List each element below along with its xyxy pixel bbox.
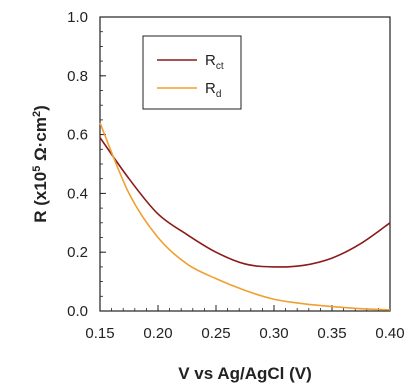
x-axis-title: V vs Ag/AgCl (V) xyxy=(178,364,312,383)
y-axis-title-suffix: ) xyxy=(31,105,50,111)
series-line-Rct xyxy=(99,137,391,268)
legend-box xyxy=(142,35,242,110)
x-tick-label: 0.35 xyxy=(317,325,346,342)
y-axis-title-exp2: 2 xyxy=(31,111,43,117)
y-axis-title-prefix: R (x10 xyxy=(31,172,50,223)
x-tick-label: 0.30 xyxy=(259,325,288,342)
plot-area: 0.15 0.20 0.25 0.30 0.35 0.40 0.0 0.2 0.4 0.6 0.8… xyxy=(67,9,404,342)
y-tick-label: 1.0 xyxy=(67,9,88,26)
y-axis-ticks: 0.0 0.2 0.4 0.6 0.8 1.0 xyxy=(67,9,106,320)
series-layer xyxy=(99,122,391,311)
x-tick-label: 0.40 xyxy=(375,325,404,342)
y-tick-label: 0.6 xyxy=(67,127,88,144)
y-tick-label: 0.8 xyxy=(67,68,88,85)
x-axis-ticks: 0.15 0.20 0.25 0.30 0.35 0.40 xyxy=(85,305,405,342)
series-line-Rd xyxy=(99,122,391,311)
y-axis-title-exp: 5 xyxy=(31,166,43,172)
legend-label: Rct xyxy=(205,52,224,72)
x-tick-label: 0.15 xyxy=(85,325,114,342)
x-tick-label: 0.25 xyxy=(201,325,230,342)
legend-label: Rd xyxy=(205,80,221,100)
x-tick-label: 0.20 xyxy=(143,325,172,342)
y-tick-label: 0.4 xyxy=(67,185,88,202)
y-axis-title-mid: Ω·cm xyxy=(31,117,50,166)
legend: Rct Rd xyxy=(142,35,242,110)
y-axis-title: R (x105 Ω·cm2) xyxy=(31,105,50,223)
y-tick-label: 0.2 xyxy=(67,244,88,261)
y-tick-label: 0.0 xyxy=(67,303,88,320)
